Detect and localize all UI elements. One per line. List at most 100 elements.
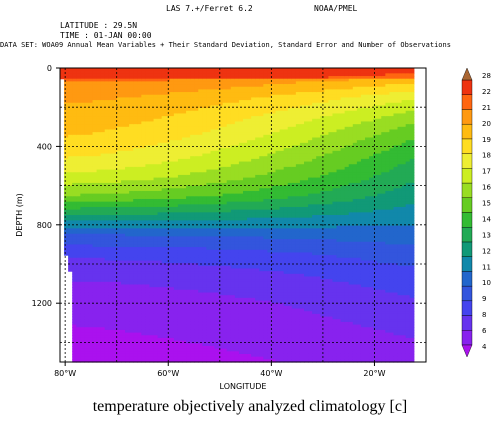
field-cell <box>88 287 94 291</box>
field-cell <box>137 233 142 237</box>
field-cell <box>92 247 98 251</box>
field-cell <box>198 324 203 328</box>
field-cell <box>173 73 179 77</box>
field-cell <box>157 97 163 101</box>
field-cell <box>177 247 183 251</box>
field-cell <box>149 132 155 136</box>
field-cell <box>116 343 122 347</box>
field-cell <box>121 273 126 278</box>
field-cell <box>190 348 195 352</box>
field-cell <box>206 100 212 104</box>
field-cell <box>80 116 85 120</box>
field-cell <box>141 201 146 205</box>
field-cell <box>198 137 203 141</box>
field-cell <box>68 215 73 219</box>
field-cell <box>186 303 191 307</box>
field-cell <box>169 244 175 248</box>
field-cell <box>169 180 175 184</box>
field-cell <box>153 225 159 229</box>
field-cell <box>76 174 81 179</box>
field-cell <box>125 356 130 360</box>
field-cell <box>96 193 102 197</box>
field-cell <box>194 129 199 133</box>
field-cell <box>169 137 175 141</box>
field-cell <box>161 292 167 296</box>
field-cell <box>104 348 110 352</box>
field-cell <box>137 169 142 173</box>
field-cell <box>116 321 122 326</box>
field-cell <box>96 265 102 270</box>
field-cell <box>161 113 167 117</box>
field-cell <box>186 158 191 163</box>
field-cell <box>125 158 130 163</box>
field-cell <box>84 319 90 323</box>
field-cell <box>100 86 106 90</box>
field-cell <box>161 164 167 168</box>
field-cell <box>104 110 110 115</box>
field-cell <box>96 100 102 104</box>
field-cell <box>137 337 142 342</box>
field-cell <box>116 260 122 264</box>
field-cell <box>121 300 126 304</box>
field-cell <box>141 148 146 152</box>
field-cell <box>182 249 187 254</box>
field-cell <box>145 150 151 155</box>
field-cell <box>84 276 90 280</box>
field-cell <box>133 327 138 331</box>
field-cell <box>96 284 102 288</box>
field-cell <box>84 225 90 229</box>
field-cell <box>116 329 122 334</box>
field-cell <box>182 351 187 355</box>
field-cell <box>210 185 216 189</box>
field-cell <box>190 303 195 307</box>
field-cell <box>84 356 90 360</box>
field-cell <box>92 295 98 299</box>
field-cell <box>121 343 126 347</box>
field-cell <box>141 303 146 307</box>
field-cell <box>100 289 106 294</box>
field-cell <box>125 343 130 347</box>
field-cell <box>186 76 191 80</box>
field-cell <box>96 89 102 93</box>
field-cell <box>92 343 98 347</box>
field-cell <box>68 126 73 131</box>
field-cell <box>169 196 175 200</box>
field-cell <box>145 316 151 320</box>
field-cell <box>96 287 102 291</box>
field-cell <box>100 324 106 328</box>
field-cell <box>116 287 122 291</box>
field-cell <box>96 313 102 318</box>
field-cell <box>169 324 175 328</box>
field-cell <box>153 305 159 310</box>
field-cell <box>173 142 179 147</box>
field-cell <box>104 300 110 304</box>
field-cell <box>157 223 163 227</box>
field-cell <box>72 148 77 152</box>
field-cell <box>186 233 191 237</box>
field-cell <box>202 332 207 336</box>
field-cell <box>153 289 159 294</box>
field-cell <box>92 78 98 82</box>
field-cell <box>198 353 203 358</box>
field-cell <box>182 276 187 280</box>
field-cell <box>108 86 114 90</box>
field-cell <box>182 81 187 85</box>
field-cell <box>214 81 220 85</box>
field-cell <box>186 129 191 133</box>
field-cell <box>145 105 151 109</box>
field-cell <box>100 180 106 184</box>
field-cell <box>80 164 85 168</box>
field-cell <box>133 329 138 334</box>
field-cell <box>157 108 163 112</box>
field-cell <box>80 257 85 262</box>
field-cell <box>112 231 118 235</box>
field-cell <box>76 287 81 291</box>
field-cell <box>161 319 167 323</box>
field-cell <box>76 263 81 267</box>
field-cell <box>116 244 122 248</box>
field-cell <box>177 281 183 286</box>
field-cell <box>149 94 155 98</box>
field-cell <box>108 134 114 139</box>
field-cell <box>116 337 122 342</box>
field-cell <box>165 345 171 350</box>
